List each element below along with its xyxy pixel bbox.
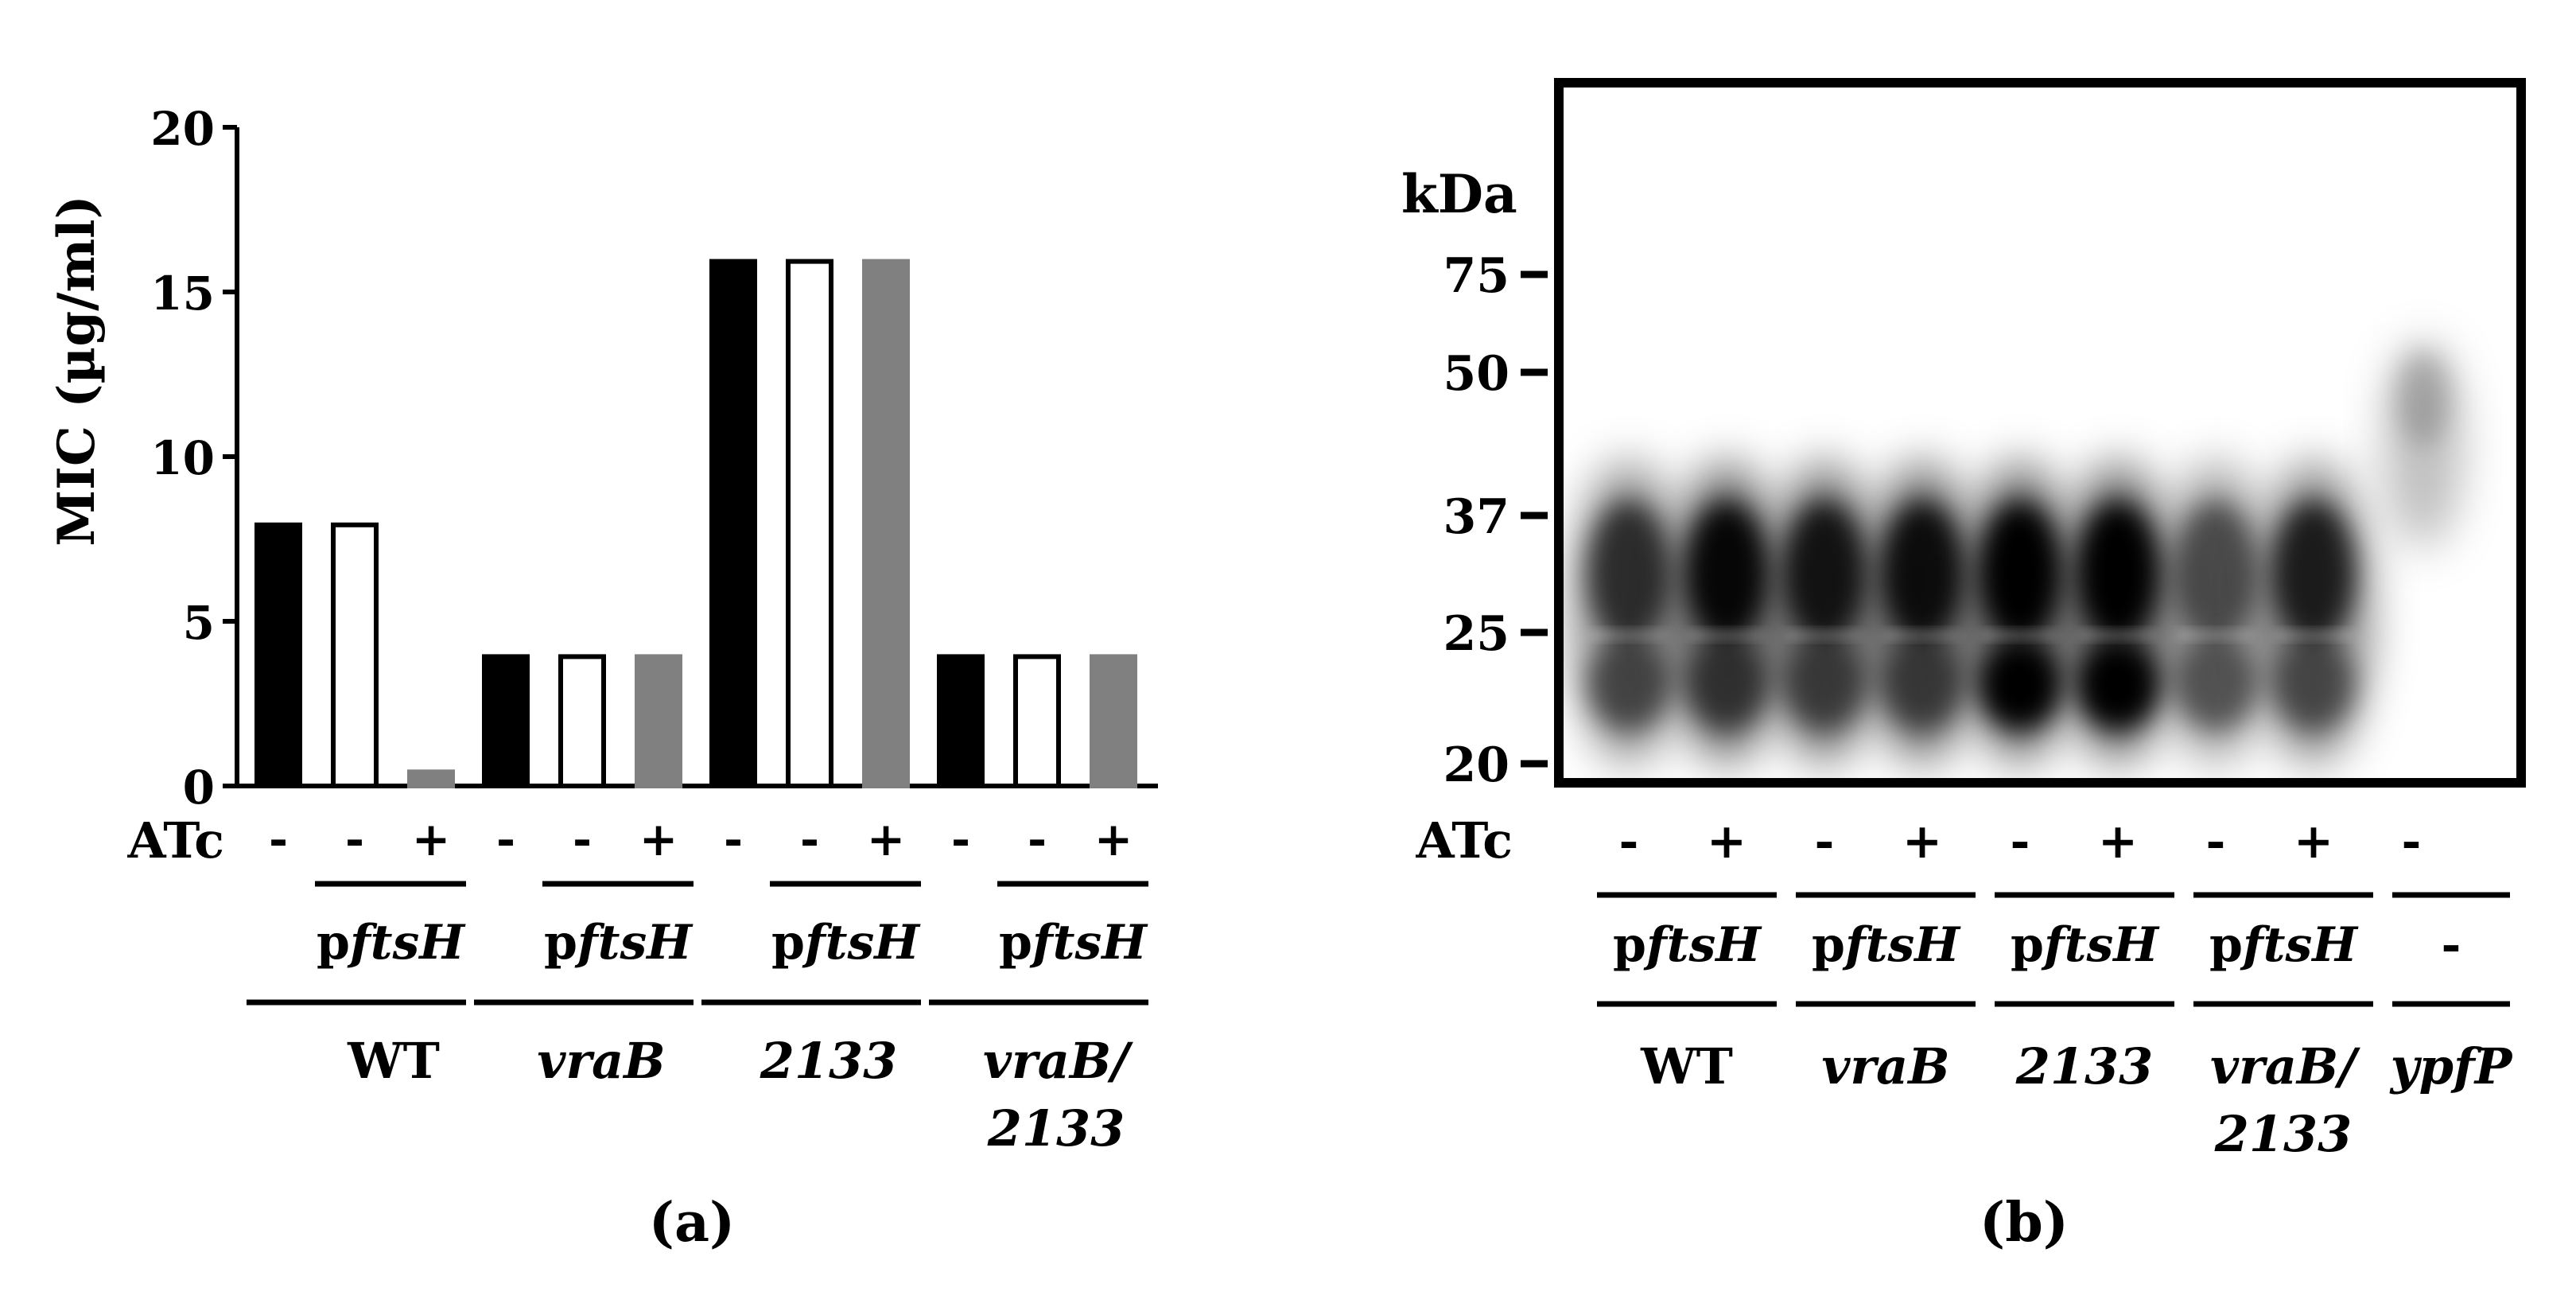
strain-label: vraB [1821,1037,1949,1095]
atc-sign: - [724,812,743,866]
atc-sign: - [1619,814,1639,870]
bar [331,522,379,788]
atc-sign: + [2098,814,2138,870]
plasmid-label: pftsH [1812,917,1961,973]
blot-lane [1572,461,1686,764]
bar [937,654,985,789]
strain-label: vraB/ [2210,1037,2360,1095]
plasmid-label: pftsH [771,915,921,971]
y-tick-label: 5 [183,596,215,650]
blot-lane [2061,461,2175,764]
bar [1013,654,1061,789]
plasmid-label: pftsH [1613,917,1762,973]
bar [635,654,682,789]
bar [482,654,530,789]
strain-label-line2: 2133 [987,1099,1125,1157]
strain-label: ypfP [2389,1037,2514,1095]
atc-sign: - [2402,814,2422,870]
atc-sign: + [2294,814,2333,870]
atc-sign: - [269,812,288,866]
kda-marker-label: 75 [1443,248,1510,304]
strain-label: vraB [537,1032,665,1090]
atc-sign: - [1028,812,1047,866]
plasmid-label: pftsH [2209,917,2359,973]
bar [709,259,757,789]
atc-sign: + [412,812,451,866]
strain-label: WT [1640,1037,1733,1095]
strain-label: 2133 [2015,1037,2154,1095]
plasmid-label: - [2442,917,2461,973]
atc-sign: + [639,812,678,866]
kda-marker-label: 37 [1443,489,1510,545]
atc-sign: + [867,812,906,866]
y-tick-label: 10 [150,431,215,485]
blot-lane [2256,461,2371,764]
atc-sign: - [496,812,515,866]
blot-lane [2384,342,2463,549]
atc-label: ATc [1416,811,1513,870]
bar [558,654,606,789]
y-axis-label: MIC (µg/ml) [47,195,107,547]
bar [786,259,833,789]
kda-label: kDa [1401,163,1517,225]
y-tick-label: 20 [150,102,215,156]
atc-sign: - [2206,814,2226,870]
y-tick-label: 0 [183,761,215,815]
panel-b-label: (b) [1980,1191,2069,1255]
panel-a-label: (a) [649,1191,735,1255]
bar [862,259,910,789]
atc-sign: + [1707,814,1746,870]
strain-label: 2133 [760,1032,898,1090]
blot-lane [1865,461,1980,764]
y-tick-label: 15 [150,267,215,321]
blot-lane [1669,461,1784,764]
plasmid-label: pftsH [2011,917,2160,973]
blot-frame [1554,78,2526,788]
atc-sign: - [1815,814,1835,870]
atc-sign: + [1094,812,1133,866]
strain-label: vraB/ [983,1032,1133,1090]
plasmid-label: pftsH [544,915,694,971]
atc-sign: - [345,812,364,866]
kda-marker-label: 25 [1443,606,1510,662]
bar [407,769,455,788]
bar [1090,654,1137,789]
kda-marker-label: 50 [1443,346,1510,402]
atc-sign: + [1902,814,1942,870]
strain-label: WT [347,1032,440,1090]
atc-sign: - [573,812,592,866]
blot-lane [2158,461,2273,764]
plasmid-label: pftsH [999,915,1148,971]
atc-sign: - [800,812,819,866]
strain-label-line2: 2133 [2214,1105,2353,1163]
plasmid-label: pftsH [317,915,466,971]
atc-sign: - [2011,814,2030,870]
bar [254,522,302,788]
atc-sign: - [951,812,970,866]
atc-label: ATc [127,811,225,870]
blot-lane [1767,461,1882,764]
blot-lane [1963,461,2077,764]
kda-marker-label: 20 [1443,737,1510,793]
